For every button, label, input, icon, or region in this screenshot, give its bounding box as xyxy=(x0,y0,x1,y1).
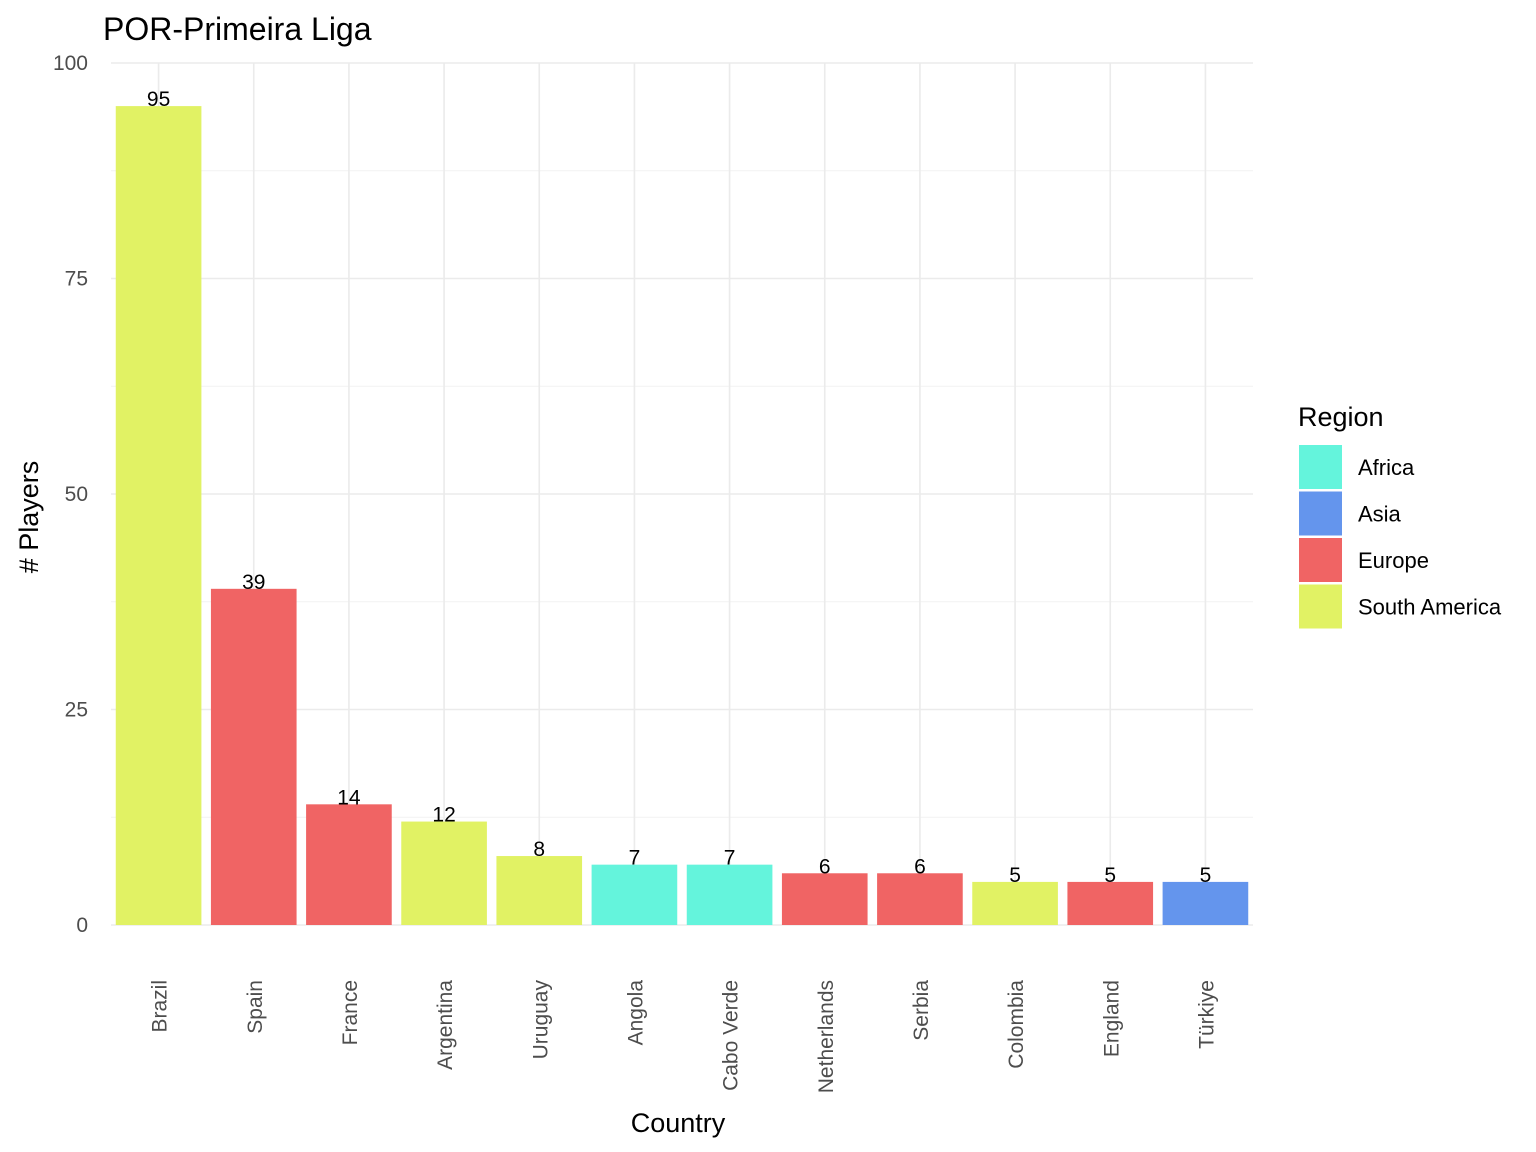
legend-title: Region xyxy=(1298,402,1384,432)
bar-uruguay xyxy=(496,856,583,925)
bars xyxy=(115,106,1249,926)
y-tick-label: 75 xyxy=(65,268,88,291)
grid-lines xyxy=(111,62,1253,926)
bar-england xyxy=(1067,881,1154,925)
bar-serbia xyxy=(877,873,963,925)
x-tick-label-tu-rkiye: Türkiye xyxy=(1195,980,1218,1049)
bar-label-brazil: 95 xyxy=(147,88,170,111)
bar-label-serbia: 6 xyxy=(914,855,926,878)
x-tick-label-netherlands: Netherlands xyxy=(815,980,838,1093)
y-tick-label: 0 xyxy=(76,914,88,937)
x-tick-label-uruguay: Uruguay xyxy=(529,980,552,1060)
bar-spain xyxy=(210,588,297,925)
y-tick-label: 25 xyxy=(65,699,88,722)
x-axis-title: Country xyxy=(631,1108,726,1138)
bar-value-labels: 95 39 14 12 8 7 7 6 6 5 5 5 xyxy=(147,88,1211,887)
bar-label-netherlands: 6 xyxy=(819,855,831,878)
x-tick-label-cabo-verde: Cabo Verde xyxy=(720,980,743,1091)
bar-france xyxy=(306,804,392,925)
bar-label-angola: 7 xyxy=(629,847,641,870)
x-tick-label-argentina: Argentina xyxy=(434,980,457,1070)
y-tick-label: 100 xyxy=(53,52,88,75)
bar-label-colombia: 5 xyxy=(1009,864,1021,887)
x-tick-label-spain: Spain xyxy=(244,980,267,1034)
legend-swatch-south-america xyxy=(1299,584,1342,629)
x-tick-label-angola: Angola xyxy=(624,980,647,1046)
bar-label-england: 5 xyxy=(1104,864,1116,887)
bar-label-argentina: 12 xyxy=(432,804,455,827)
chart-title: POR-Primeira Liga xyxy=(103,11,372,47)
x-tick-label-england: England xyxy=(1100,980,1123,1057)
bar-argentina xyxy=(401,821,487,925)
bar-label-spain: 39 xyxy=(242,571,265,594)
bar-tu-rkiye xyxy=(1162,881,1249,925)
legend-label-south-america: South America xyxy=(1358,595,1502,620)
legend-label-asia: Asia xyxy=(1358,502,1402,527)
bar-netherlands xyxy=(781,873,868,925)
bar-label-france: 14 xyxy=(337,786,361,809)
bar-label-tu-rkiye: 5 xyxy=(1200,864,1212,887)
y-tick-label: 50 xyxy=(65,483,88,506)
legend-swatch-asia xyxy=(1299,491,1342,536)
bar-label-uruguay: 8 xyxy=(533,838,545,861)
bar-brazil xyxy=(115,106,202,926)
legend-swatch-africa xyxy=(1299,445,1342,489)
legend-label-europe: Europe xyxy=(1358,548,1429,573)
legend-swatch-europe xyxy=(1299,538,1342,582)
y-axis-title: # Players xyxy=(14,461,44,574)
x-tick-label-brazil: Brazil xyxy=(149,980,172,1033)
x-tick-label-france: France xyxy=(339,980,362,1045)
bar-angola xyxy=(591,864,678,925)
legend: Region Africa Asia Europe South America xyxy=(1298,402,1502,629)
x-tick-label-serbia: Serbia xyxy=(910,980,933,1041)
legend-label-africa: Africa xyxy=(1358,455,1415,480)
x-axis-ticks: Brazil Spain France Argentina Uruguay Angola C… xyxy=(149,980,1219,1094)
legend-items: Africa Asia Europe South America xyxy=(1299,445,1502,629)
x-tick-label-colombia: Colombia xyxy=(1005,980,1028,1069)
bar-colombia xyxy=(972,881,1058,925)
bar-cabo-verde xyxy=(686,864,773,925)
y-axis-ticks: 0 25 50 75 100 xyxy=(53,52,88,937)
bar-label-cabo-verde: 7 xyxy=(724,847,736,870)
